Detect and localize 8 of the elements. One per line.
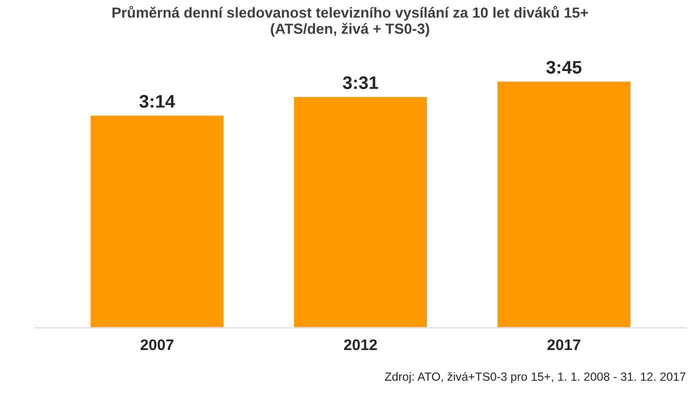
x-tick-label: 2007 [140, 339, 174, 350]
data-label: 3:14 [139, 94, 176, 108]
x-tick-label: 2017 [547, 339, 580, 350]
text: Zdroj: ATO, živá+TS0-3 pro 15+, 1. 1. 2008 - 31. 12. 2017 [384, 372, 686, 384]
data-label: 3:45 [546, 60, 582, 74]
x-tick-label: 2012 [344, 339, 377, 350]
chart-title: Průměrná denní sledovanost televizního vysílání za 10 let diváků 15+ (ATS/den, živá + TS0-3) [112, 6, 588, 37]
data-label: 3:31 [342, 76, 378, 90]
